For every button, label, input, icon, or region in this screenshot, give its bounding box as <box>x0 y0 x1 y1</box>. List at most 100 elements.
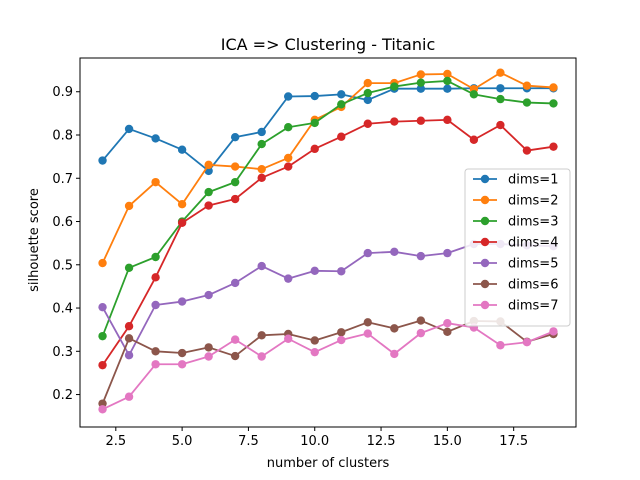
y-tick-label: 0.6 <box>52 215 73 230</box>
data-point <box>390 324 399 333</box>
data-point <box>496 120 505 130</box>
data-point <box>337 335 346 345</box>
data-point <box>177 348 187 358</box>
data-point <box>257 173 266 183</box>
data-point <box>443 318 452 328</box>
data-point <box>390 82 399 91</box>
data-point <box>284 123 293 132</box>
series-1 <box>98 84 558 176</box>
data-point <box>337 132 346 141</box>
series-line <box>101 118 554 366</box>
data-point <box>390 247 399 257</box>
data-point <box>496 68 505 77</box>
data-point <box>496 94 505 104</box>
data-point <box>363 318 372 327</box>
data-point <box>284 334 293 343</box>
data-point <box>177 218 187 228</box>
series-3 <box>98 76 558 341</box>
data-point <box>151 273 160 282</box>
legend-box <box>464 168 571 327</box>
data-point <box>230 132 240 142</box>
data-point <box>363 88 372 98</box>
data-point <box>124 124 134 134</box>
data-point <box>416 116 426 125</box>
plot-frame <box>79 57 577 428</box>
data-point <box>390 117 399 126</box>
data-point <box>363 78 372 88</box>
data-point <box>416 78 426 87</box>
data-point <box>257 139 266 149</box>
x-axis-label: number of clusters <box>267 456 390 471</box>
legend-item: dims=3 <box>473 215 558 230</box>
data-point <box>549 327 558 336</box>
data-point <box>124 350 134 360</box>
data-point <box>124 263 134 273</box>
legend-item: dims=2 <box>473 194 558 209</box>
data-point <box>310 266 319 276</box>
data-point <box>284 92 293 101</box>
data-point <box>310 144 319 154</box>
data-point <box>443 69 452 79</box>
data-point <box>98 331 107 341</box>
data-point <box>522 98 532 107</box>
legend-item: dims=7 <box>473 299 558 314</box>
y-tick-label: 0.8 <box>52 129 73 144</box>
legend-label: dims=3 <box>508 215 558 230</box>
data-point <box>337 267 346 276</box>
legend-item: dims=1 <box>473 173 558 188</box>
data-point <box>98 405 107 414</box>
x-tick-label: 2.5 <box>105 434 126 449</box>
data-point <box>310 118 319 128</box>
legend-swatch-marker <box>480 174 490 184</box>
y-tick-label: 0.4 <box>52 302 73 317</box>
series-line <box>101 319 554 404</box>
data-point <box>284 274 293 283</box>
legend-label: dims=7 <box>508 299 558 314</box>
data-point <box>230 162 240 171</box>
data-point <box>257 331 266 340</box>
y-tick-label: 0.9 <box>52 85 73 100</box>
data-point <box>151 177 160 187</box>
data-point <box>98 360 107 370</box>
data-point <box>151 300 160 310</box>
x-tick-label: 5.0 <box>172 434 193 449</box>
data-point <box>230 194 240 204</box>
data-point <box>443 248 452 258</box>
data-point <box>310 336 319 345</box>
data-point <box>363 329 372 338</box>
data-point <box>522 81 532 90</box>
data-point <box>416 84 426 93</box>
x-tick-label: 12.5 <box>367 434 396 449</box>
series-5 <box>98 239 558 360</box>
legend-swatch-marker <box>480 279 490 289</box>
data-point <box>204 290 213 300</box>
legend-swatch-marker <box>480 300 490 310</box>
data-point <box>443 115 452 125</box>
data-point <box>416 70 426 79</box>
data-point <box>416 328 426 338</box>
series-line <box>102 322 554 411</box>
legend: dims=1 dims=2 dims=3 dims=4 dims=5 dims=6 dims… <box>464 168 571 327</box>
data-point <box>363 119 372 128</box>
data-point <box>124 392 134 401</box>
data-point <box>98 258 107 268</box>
legend-swatch-marker <box>480 195 490 205</box>
data-point <box>549 142 558 151</box>
y-tick-label: 0.2 <box>52 388 73 403</box>
data-point <box>230 278 240 288</box>
y-tick-label: 0.7 <box>52 172 73 187</box>
data-point <box>257 127 266 137</box>
x-tick-label: 10.0 <box>300 434 329 449</box>
data-point <box>151 360 160 369</box>
x-tick-label: 17.5 <box>499 434 528 449</box>
legend-item: dims=4 <box>473 236 558 251</box>
series-7 <box>98 318 558 414</box>
legend-item: dims=6 <box>473 278 558 293</box>
data-point <box>549 83 558 92</box>
x-tick-label: 15.0 <box>433 434 462 449</box>
data-point <box>337 90 346 99</box>
data-point <box>310 347 319 357</box>
data-point <box>284 153 293 163</box>
data-point <box>151 347 160 356</box>
legend-label: dims=5 <box>508 257 558 272</box>
